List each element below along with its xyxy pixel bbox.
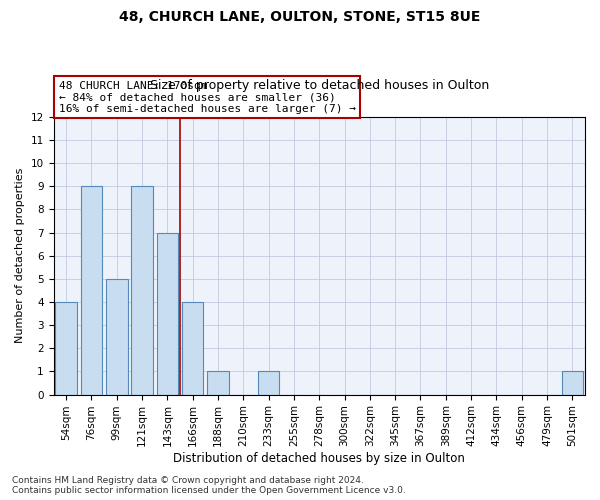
Text: 48, CHURCH LANE, OULTON, STONE, ST15 8UE: 48, CHURCH LANE, OULTON, STONE, ST15 8UE [119, 10, 481, 24]
Bar [207, 372, 229, 394]
X-axis label: Distribution of detached houses by size in Oulton: Distribution of detached houses by size … [173, 452, 465, 465]
Bar [81, 186, 102, 394]
Y-axis label: Number of detached properties: Number of detached properties [15, 168, 25, 344]
Text: 48 CHURCH LANE: 170sqm
← 84% of detached houses are smaller (36)
16% of semi-det: 48 CHURCH LANE: 170sqm ← 84% of detached… [59, 81, 356, 114]
Bar [562, 372, 583, 394]
Bar [157, 232, 178, 394]
Bar [182, 302, 203, 394]
Text: Contains HM Land Registry data © Crown copyright and database right 2024.
Contai: Contains HM Land Registry data © Crown c… [12, 476, 406, 495]
Bar [258, 372, 280, 394]
Title: Size of property relative to detached houses in Oulton: Size of property relative to detached ho… [149, 79, 489, 92]
Bar [55, 302, 77, 394]
Bar [131, 186, 153, 394]
Bar [106, 279, 128, 394]
